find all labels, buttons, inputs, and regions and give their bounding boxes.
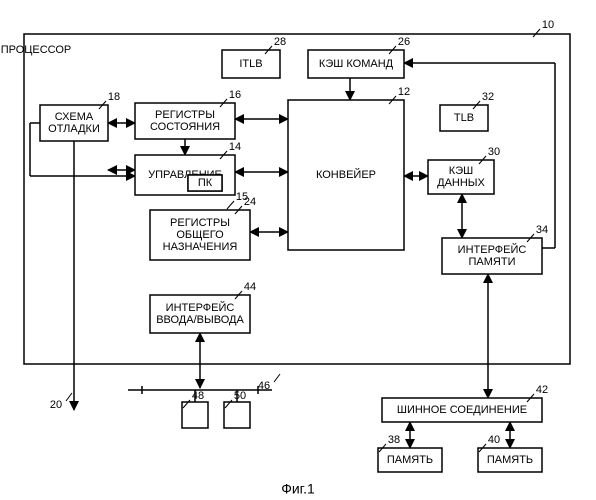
- node-pipeline-label: КОНВЕЙЕР: [316, 168, 376, 181]
- node-mem2-label: ПАМЯТЬ: [487, 454, 533, 466]
- node-debug-label: ОТЛАДКИ: [48, 123, 100, 135]
- node-gpr-label: НАЗНАЧЕНИЯ: [163, 241, 238, 253]
- node-dcache-label: ДАННЫХ: [437, 177, 485, 189]
- ref-10: 10: [542, 19, 554, 31]
- node-gpr: РЕГИСТРЫОБЩЕГОНАЗНАЧЕНИЯ: [150, 210, 250, 260]
- ref-38: 38: [388, 434, 400, 446]
- node-busconn-label: ШИННОЕ СОЕДИНЕНИЕ: [397, 404, 527, 416]
- node-gpr-label: ОБЩЕГО: [176, 229, 224, 241]
- ref-28: 28: [274, 36, 286, 48]
- node-pc-label: ПК: [198, 177, 213, 189]
- node-dcache-label: КЭШ: [449, 165, 473, 177]
- ref-30: 30: [488, 146, 500, 158]
- ref-46: 46: [258, 380, 270, 392]
- node-io-label: ИНТЕРФЕЙС: [166, 301, 235, 314]
- processor-frame-label: ПРОЦЕССОР: [1, 44, 72, 56]
- node-dev2: [224, 402, 250, 428]
- node-memif: ИНТЕРФЕЙСПАМЯТИ: [442, 238, 542, 274]
- node-status-label: РЕГИСТРЫ: [155, 109, 215, 121]
- node-memif-label: ИНТЕРФЕЙС: [458, 243, 527, 256]
- ref-48: 48: [192, 390, 204, 402]
- ref-14: 14: [229, 141, 241, 153]
- ref-20-tick: [66, 393, 72, 401]
- ref-32: 32: [482, 91, 494, 103]
- node-debug: СХЕМАОТЛАДКИ: [40, 105, 108, 141]
- node-mem1: ПАМЯТЬ: [378, 448, 442, 472]
- ref-34: 34: [536, 224, 548, 236]
- ref-42: 42: [536, 384, 548, 396]
- node-mem1-label: ПАМЯТЬ: [387, 454, 433, 466]
- node-status: РЕГИСТРЫСОСТОЯНИЯ: [135, 103, 235, 139]
- node-tlb: TLB: [440, 105, 488, 131]
- node-memif-label: ПАМЯТИ: [469, 256, 516, 268]
- node-pipeline: КОНВЕЙЕР: [288, 100, 404, 250]
- node-pc: ПК: [188, 175, 222, 191]
- node-dcache: КЭШДАННЫХ: [428, 160, 494, 194]
- node-busconn: ШИННОЕ СОЕДИНЕНИЕ: [382, 398, 542, 422]
- node-io: ИНТЕРФЕЙСВВОДА/ВЫВОДА: [150, 295, 250, 333]
- node-itlb-label: ITLB: [239, 58, 262, 70]
- node-itlb: ITLB: [222, 50, 280, 78]
- figure-caption: Фиг.1: [281, 481, 315, 497]
- ref-40: 40: [488, 434, 500, 446]
- ref-24: 24: [244, 196, 256, 208]
- ref-12: 12: [398, 86, 410, 98]
- ref-16: 16: [229, 89, 241, 101]
- node-debug-label: СХЕМА: [55, 111, 94, 123]
- node-tlb-label: TLB: [454, 112, 474, 124]
- ref-18: 18: [108, 91, 120, 103]
- node-gpr-label: РЕГИСТРЫ: [170, 217, 230, 229]
- node-dev1: [182, 402, 208, 428]
- node-icache: КЭШ КОМАНД: [308, 50, 404, 78]
- node-status-label: СОСТОЯНИЯ: [150, 121, 220, 133]
- ref-44: 44: [244, 281, 256, 293]
- ref-26: 26: [398, 36, 410, 48]
- node-io-label: ВВОДА/ВЫВОДА: [156, 314, 244, 326]
- ref-46-tick: [274, 374, 280, 382]
- architecture-diagram: ПРОЦЕССОР10СХЕМАОТЛАДКИ18РЕГИСТРЫСОСТОЯН…: [0, 0, 596, 500]
- ref-20: 20: [50, 399, 62, 411]
- node-icache-label: КЭШ КОМАНД: [319, 58, 394, 70]
- node-mem2: ПАМЯТЬ: [478, 448, 542, 472]
- ref-50: 50: [234, 390, 246, 402]
